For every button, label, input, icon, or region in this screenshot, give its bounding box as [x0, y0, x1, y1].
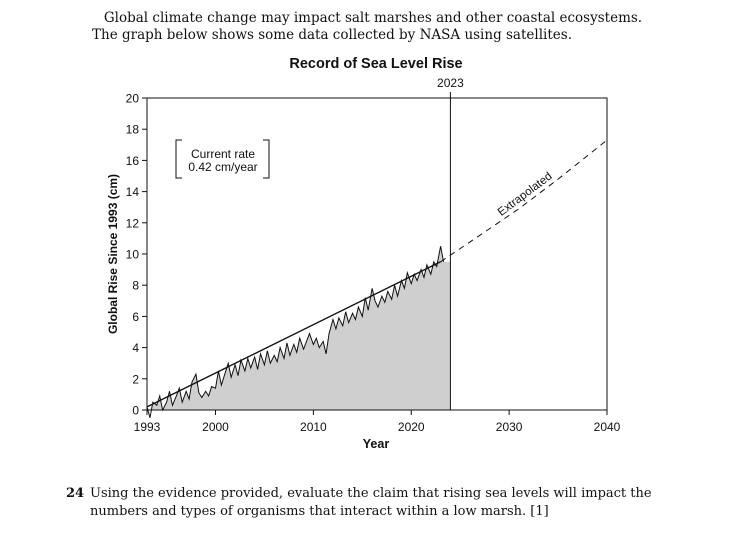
- x-tick-label: 2000: [202, 420, 229, 434]
- x-tick-label: 2020: [398, 420, 425, 434]
- y-tick-label: 18: [126, 123, 140, 137]
- x-axis-ticks: 1993 2000 2010 2020 2030 2040: [134, 410, 621, 434]
- x-tick-label: 2030: [496, 420, 523, 434]
- sea-level-chart: Record of Sea Level Rise 0 2 4 6 8 10 12 14 16 18…: [106, 56, 621, 451]
- y-axis-label: Global Rise Since 1993 (cm): [106, 174, 120, 334]
- trend-line: [146, 261, 441, 408]
- x-axis-label: Year: [363, 437, 390, 451]
- y-tick-label: 16: [126, 154, 140, 168]
- x-tick-label: 2040: [594, 420, 621, 434]
- y-tick-label: 14: [126, 185, 140, 199]
- question-text: Using the evidence provided, evaluate th…: [90, 486, 652, 519]
- y-tick-label: 6: [132, 310, 139, 324]
- question-number: 24: [66, 486, 85, 501]
- rate-label-line2: 0.42 cm/year: [188, 160, 257, 174]
- callout-bracket-right: [263, 139, 270, 179]
- rate-label-line1: Current rate: [191, 147, 255, 161]
- y-tick-label: 4: [132, 341, 139, 355]
- chart-title: Record of Sea Level Rise: [289, 56, 462, 72]
- y-tick-label: 20: [126, 92, 140, 106]
- intro-line-1: Global climate change may impact salt ma…: [103, 10, 643, 26]
- marker-year-group: 2023: [437, 76, 464, 410]
- extrapolated-label: Extrapolated: [496, 170, 555, 218]
- intro-line-2: The graph below shows some data collecte…: [92, 27, 572, 43]
- observed-area: [147, 246, 451, 410]
- y-tick-label: 12: [126, 216, 140, 230]
- y-tick-label: 10: [126, 248, 140, 262]
- rate-callout: Current rate 0.42 cm/year: [175, 139, 270, 179]
- x-tick-label: 2010: [300, 420, 327, 434]
- callout-bracket-left: [175, 139, 182, 179]
- series-lines: [146, 139, 608, 418]
- y-axis-ticks: 0 2 4 6 8 10 12 14 16 18 20: [126, 92, 147, 418]
- y-tick-label: 0: [132, 404, 139, 418]
- marker-year-label: 2023: [437, 76, 464, 90]
- y-tick-label: 8: [132, 279, 139, 293]
- x-tick-label: 1993: [134, 420, 161, 434]
- observed-series-line: [146, 246, 445, 418]
- y-tick-label: 2: [132, 372, 139, 386]
- observed-area-group: [147, 246, 451, 410]
